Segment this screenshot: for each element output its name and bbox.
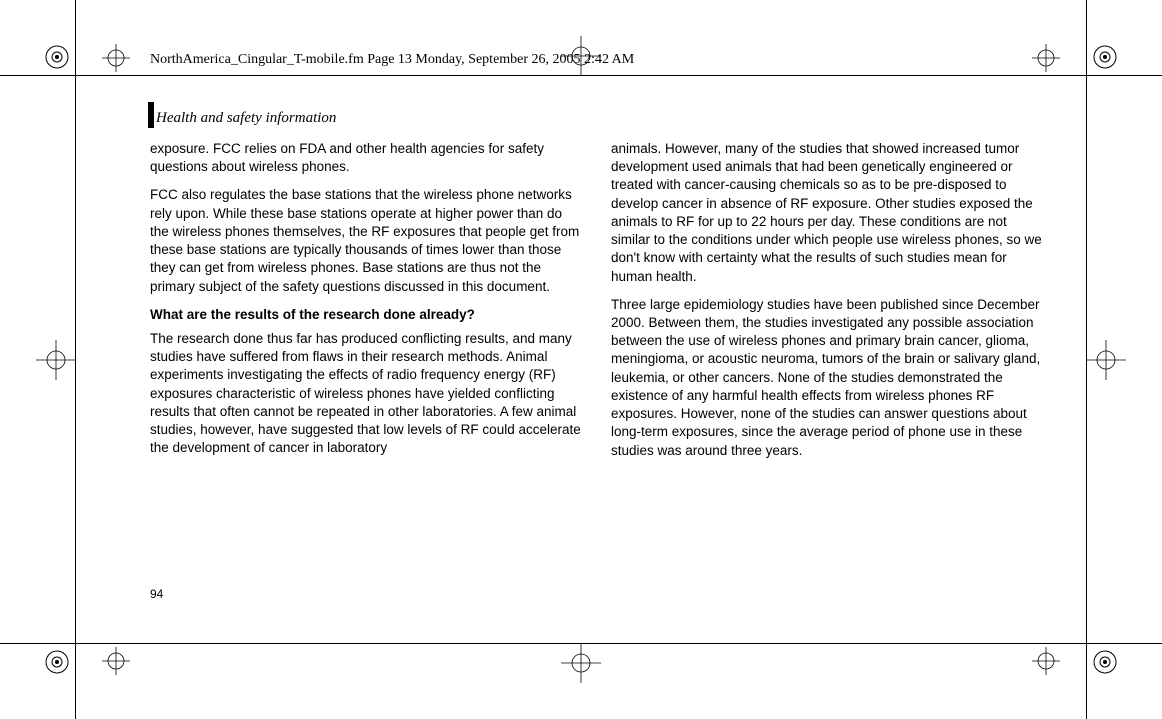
- registration-mark-icon: [1032, 44, 1060, 72]
- registration-mark-icon: [1032, 647, 1060, 675]
- body-paragraph: exposure. FCC relies on FDA and other he…: [150, 140, 583, 176]
- crop-mark-icon: [1088, 645, 1122, 679]
- body-question: What are the results of the research don…: [150, 306, 583, 324]
- registration-mark-icon: [102, 647, 130, 675]
- crop-mark-icon: [1088, 40, 1122, 74]
- center-mark-icon: [36, 340, 76, 380]
- center-mark-icon: [561, 643, 601, 683]
- center-mark-icon: [1086, 340, 1126, 380]
- section-accent-bar: [148, 102, 154, 128]
- page-number: 94: [150, 587, 163, 601]
- document-page: NorthAmerica_Cingular_T-mobile.fm Page 1…: [0, 0, 1162, 719]
- body-paragraph: animals. However, many of the studies th…: [611, 140, 1044, 286]
- column-left: exposure. FCC relies on FDA and other he…: [150, 140, 583, 470]
- body-paragraph: Three large epidemiology studies have be…: [611, 296, 1044, 460]
- header-file-path: NorthAmerica_Cingular_T-mobile.fm Page 1…: [150, 52, 634, 68]
- body-paragraph: FCC also regulates the base stations tha…: [150, 186, 583, 295]
- section-heading: Health and safety information: [148, 102, 336, 128]
- crop-mark-icon: [40, 645, 74, 679]
- body-content: exposure. FCC relies on FDA and other he…: [150, 140, 1044, 470]
- body-paragraph: The research done thus far has produced …: [150, 330, 583, 458]
- crop-mark-icon: [40, 40, 74, 74]
- section-title: Health and safety information: [156, 110, 336, 128]
- registration-mark-icon: [102, 44, 130, 72]
- column-right: animals. However, many of the studies th…: [611, 140, 1044, 470]
